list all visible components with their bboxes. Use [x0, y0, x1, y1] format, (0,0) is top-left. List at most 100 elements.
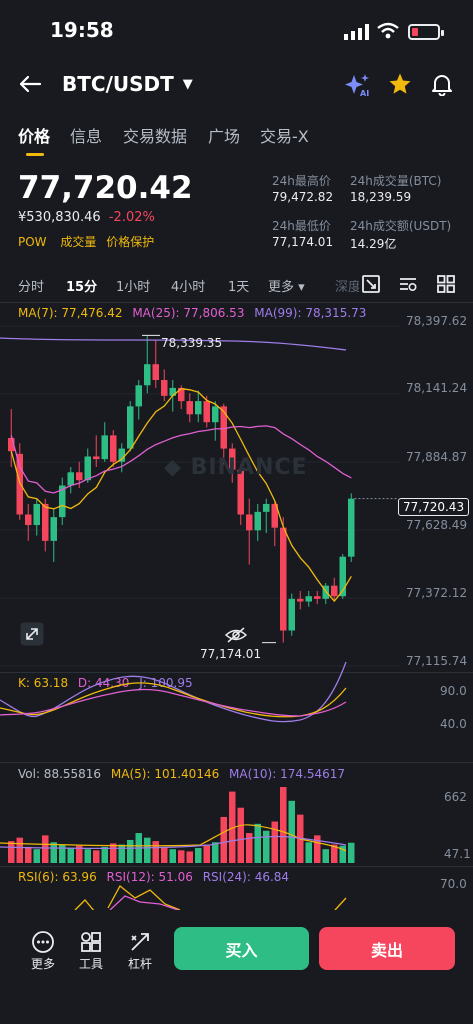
pair-title[interactable]: BTC/USDT ▼	[62, 72, 193, 96]
axis-label: 77,372.12	[406, 586, 468, 600]
ma99-line	[0, 337, 347, 351]
chart-fullscreen-icon[interactable]	[361, 274, 381, 294]
interval-1h[interactable]: 1小时	[116, 280, 151, 295]
tab-info[interactable]: 信息	[70, 127, 103, 146]
tools-icon[interactable]	[79, 930, 103, 954]
volume-bar	[93, 850, 100, 863]
interval-1d[interactable]: 1天	[228, 280, 250, 295]
ma-line	[10, 388, 352, 603]
vol-usdt-label: 24h成交额(USDT)	[350, 219, 452, 233]
kdj-k: K: 63.18	[18, 676, 69, 690]
volume-bar	[220, 816, 227, 863]
more-dots-icon[interactable]	[31, 930, 55, 954]
volume-bar	[186, 851, 193, 863]
notification-bell-icon[interactable]	[430, 72, 454, 96]
hide-eye-icon[interactable]	[224, 626, 248, 644]
candle-body	[59, 485, 66, 518]
leverage-label[interactable]: 杠杆	[127, 957, 152, 971]
kdj-axis-top: 90.0	[440, 684, 467, 698]
candlestick-chart[interactable]	[0, 302, 473, 672]
rsi12: RSI(12): 51.06	[106, 870, 193, 884]
candle-body	[237, 469, 244, 515]
vol-ma10: MA(10): 174.54617	[229, 767, 345, 781]
volume-bar	[348, 842, 355, 863]
volume-bar	[67, 848, 74, 863]
low-value: 77,174.01	[272, 235, 334, 249]
vol-legend: Vol: 88.55816 MA(5): 101.40146 MA(10): 1…	[18, 767, 345, 781]
candle-body	[127, 406, 134, 449]
sell-button[interactable]: 卖出	[319, 927, 455, 970]
leverage-icon[interactable]	[128, 930, 152, 954]
candle-body	[229, 448, 236, 470]
candle-body	[322, 585, 329, 599]
volume-bar	[203, 844, 210, 863]
candle-body	[314, 596, 321, 599]
volume-bar	[59, 844, 66, 863]
tag-volume[interactable]: 成交量	[60, 235, 97, 249]
volume-bar	[25, 846, 32, 863]
volume-bar	[237, 807, 244, 863]
tab-square[interactable]: 广场	[208, 127, 241, 146]
buy-button[interactable]: 买入	[174, 927, 309, 970]
ma7-label: MA(7): 77,476.42	[18, 306, 123, 320]
volume-bar	[229, 791, 236, 863]
divider	[0, 762, 473, 763]
candle-body	[8, 438, 15, 452]
volume-ma-line	[0, 835, 347, 849]
candle-body	[203, 401, 210, 423]
pair-label: BTC/USDT	[62, 72, 174, 96]
tab-trading-data[interactable]: 交易数据	[123, 127, 188, 146]
interval-4h[interactable]: 4小时	[171, 280, 206, 295]
vol-ma5: MA(5): 101.40146	[110, 767, 220, 781]
rsi-legend: RSI(6): 63.96 RSI(12): 51.06 RSI(24): 46…	[18, 870, 289, 884]
candle-body	[50, 517, 57, 541]
layout-grid-icon[interactable]	[436, 274, 456, 294]
battery-icon	[408, 24, 444, 40]
expand-icon[interactable]	[20, 622, 44, 646]
volume-bar	[280, 787, 287, 863]
interval-15m[interactable]: 15分	[66, 280, 98, 295]
volume-bar	[84, 849, 91, 863]
more-label[interactable]: 更多	[30, 957, 55, 971]
watermark: ◆ BINANCE	[164, 455, 308, 480]
volume-chart	[0, 787, 355, 863]
tools-label[interactable]: 工具	[78, 957, 103, 971]
axis-label: 77,628.49	[406, 518, 468, 532]
vol-axis-bottom: 47.1	[444, 847, 471, 861]
candle-body	[220, 406, 227, 449]
vol-axis-top: 662	[444, 790, 467, 804]
candle-body	[67, 472, 74, 486]
vol-usdt-value: 14.29亿	[350, 237, 397, 251]
status-time: 19:58	[50, 18, 114, 42]
volume-bar	[178, 850, 185, 863]
indicator-settings-icon[interactable]	[398, 274, 418, 294]
candle-body	[246, 514, 253, 531]
volume-bar	[271, 821, 278, 863]
candle-body	[33, 503, 40, 526]
tag-price-protect[interactable]: 价格保护	[106, 235, 155, 249]
interval-more[interactable]: 更多 ▾	[268, 280, 305, 295]
back-arrow-icon[interactable]	[18, 74, 42, 94]
volume-bar	[33, 849, 40, 863]
candle-body	[25, 514, 32, 526]
tab-price[interactable]: 价格	[18, 127, 51, 146]
axis-label: 77,884.87	[406, 450, 468, 464]
tag-pow[interactable]: POW	[18, 235, 47, 249]
axis-label: 78,141.24	[406, 381, 468, 395]
volume-bar	[127, 839, 134, 863]
volume-bar	[169, 849, 176, 863]
interval-line[interactable]: 分时	[18, 280, 45, 295]
volume-bar	[50, 842, 57, 863]
volume-bar	[76, 845, 83, 863]
tab-trade-x[interactable]: 交易-X	[260, 127, 309, 146]
candle-body	[339, 556, 346, 597]
ai-sparkle-icon[interactable]: AI	[344, 72, 372, 98]
rsi-chart	[74, 885, 347, 913]
candle-body	[212, 406, 219, 423]
candle-body	[144, 364, 151, 386]
depth-tab[interactable]: 深度	[335, 280, 359, 295]
last-price: 77,720.42	[18, 170, 193, 206]
ma-legend: MA(7): 77,476.42 MA(25): 77,806.53 MA(99…	[18, 306, 366, 320]
favorite-star-icon[interactable]	[388, 72, 412, 96]
candle-body	[76, 472, 83, 481]
